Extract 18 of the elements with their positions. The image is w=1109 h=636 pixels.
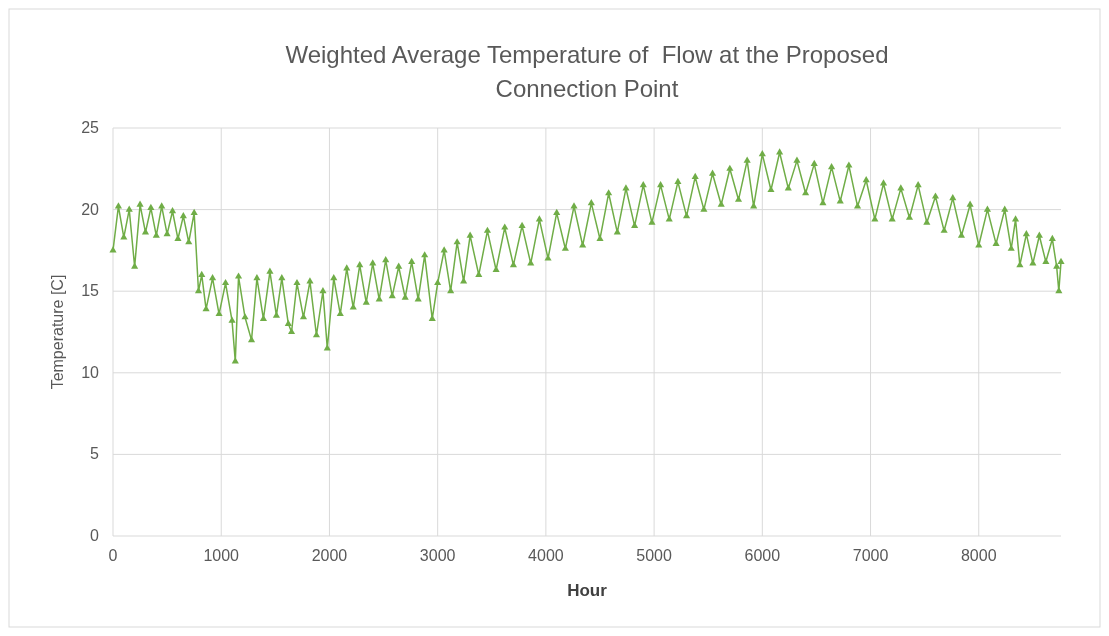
- y-tick-label: 20: [81, 200, 100, 218]
- x-tick-label: 4000: [528, 547, 564, 564]
- x-tick-label: 3000: [419, 547, 456, 564]
- x-tick-label: 1000: [203, 547, 240, 564]
- y-tick-label: 10: [81, 363, 100, 381]
- y-tick-label: 25: [81, 119, 100, 136]
- x-axis-title: Hour: [567, 581, 608, 600]
- y-tick-label: 0: [90, 527, 100, 544]
- y-tick-label: 5: [90, 445, 100, 463]
- x-tick-label: 8000: [960, 547, 997, 564]
- chart-title: Weighted Average Temperature of Flow at the Proposed Connection Point: [285, 41, 889, 102]
- x-tick-label: 5000: [636, 547, 672, 564]
- x-tick-label: 7000: [852, 547, 889, 564]
- y-tick-label: 15: [81, 282, 100, 300]
- x-tick-label: 0: [108, 547, 118, 564]
- x-tick-label: 6000: [744, 547, 781, 564]
- x-tick-label: 2000: [311, 547, 348, 564]
- y-axis-title: Temperature [C]: [49, 274, 66, 390]
